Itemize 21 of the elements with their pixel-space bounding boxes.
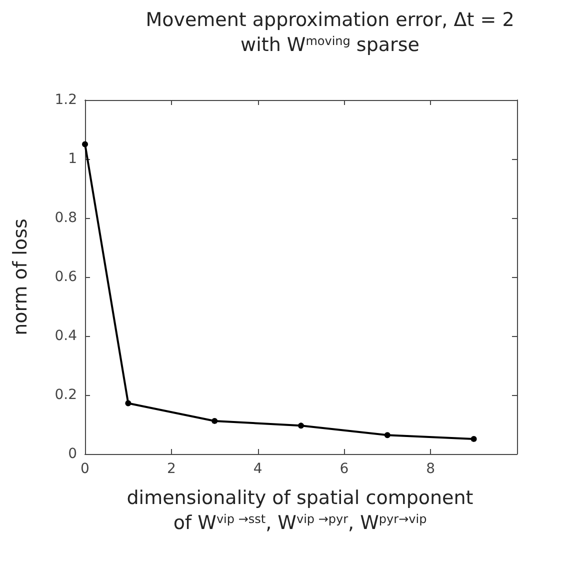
y-tick-label: 0.6 [54,269,78,285]
chart-title: Movement approximation error, Δt = 2 with W$^{moving}$ sparse [144,8,516,58]
y-tick-label: 0.2 [54,387,77,403]
point [470,436,477,442]
point [82,141,88,148]
y-axis-title: norm of loss [10,218,32,336]
x-tick-label: 6 [340,461,349,477]
x-tick-label: 2 [166,461,176,477]
y-tick-label: 0.4 [54,328,78,344]
y-tick-label: 0.8 [54,210,77,226]
point [212,418,218,424]
x-tick-label: 4 [253,461,262,477]
y-tick-label: 0 [68,446,77,462]
y-tick-label: 1.2 [54,92,77,108]
point [298,422,304,429]
point [125,400,132,406]
point [384,432,390,438]
x-tick-label: 8 [426,461,436,477]
x-tick-label: 0 [80,461,90,477]
x-axis-title: dimensionality of spatial component of W$^{vip →sst}$, W$^{vip →pyr}$, W$^{pyr→vip}$ [126,486,474,536]
y-tick-label: 1 [68,151,77,167]
